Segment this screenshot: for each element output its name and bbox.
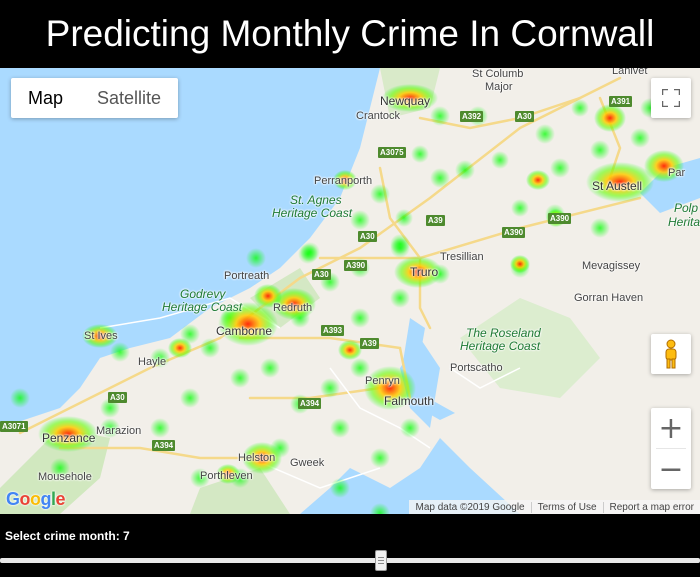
place-label: Gweek [290,457,325,469]
map-attribution: Map data ©2019 Google Terms of Use Repor… [409,500,700,514]
minus-icon: − [658,451,684,487]
road-shield: A390 [502,227,526,238]
map-data-text: Map data ©2019 Google [415,501,525,513]
place-label: Crantock [356,110,401,122]
place-label: Mousehole [38,471,92,483]
place-label: Hayle [138,356,167,368]
map-type-control: Map Satellite [11,78,179,118]
zoom-divider [656,448,686,449]
road-shield: A30 [358,231,377,242]
road-shield: A30 [108,392,127,403]
place-label: St Austell [592,179,643,193]
place-label: Penzance [42,431,96,445]
road-shield: A30 [515,111,534,122]
place-label: Penryn [365,375,400,387]
road-shield: A390 [548,213,572,224]
zoom-out-button[interactable]: − [651,449,691,489]
place-label: Truro [410,265,439,279]
place-label: St Columb [472,68,524,80]
terms-link[interactable]: Terms of Use [530,501,603,513]
place-label: Tresillian [440,251,484,263]
road-shield: A39 [360,338,379,349]
road-shield: A394 [152,440,176,451]
place-label: Polp [674,201,699,215]
road-shield: A39 [426,215,445,226]
google-logo[interactable]: Google [6,489,66,509]
place-label: St Ives [84,330,118,342]
zoom-control: + − [651,408,691,489]
place-label: Portreath [224,270,270,282]
road-shield: A392 [460,111,484,122]
plus-icon: + [658,410,684,446]
zoom-in-button[interactable]: + [651,408,691,448]
month-slider-thumb[interactable] [375,550,387,571]
fullscreen-button[interactable] [651,78,691,118]
month-controls: Select crime month: 7 [0,514,700,577]
place-label: Heritage Coast [460,339,541,353]
place-label: Heritage Coast [162,300,243,314]
place-label: Redruth [273,302,313,314]
place-label: Par [668,167,686,179]
road-shield: A390 [344,260,368,271]
place-label: Mevagissey [582,260,641,272]
road-shield: A391 [609,96,633,107]
pegman-icon [665,339,677,369]
place-label: Marazion [96,425,142,437]
map-base [0,68,700,514]
road-shield: A394 [298,398,322,409]
slider-label: Select crime month: 7 [5,529,130,543]
place-label: Gorran Haven [574,292,644,304]
road-shield: A393 [321,325,345,336]
place-label: Lanivet [612,68,648,77]
place-label: Portscatho [450,362,503,374]
place-label: Porthleven [200,470,253,482]
page-title: Predicting Monthly Crime In Cornwall [0,0,700,68]
road-shield: A30 [312,269,331,280]
place-label: The Roseland [466,326,541,340]
road-shield: A3071 [0,421,28,432]
map-type-satellite-button[interactable]: Satellite [97,87,162,108]
place-label: Helston [238,452,276,464]
month-slider-track[interactable] [0,558,700,563]
place-label: Herita [668,215,700,229]
report-error-link[interactable]: Report a map error [602,501,700,513]
place-label: Camborne [216,324,273,338]
place-label: Heritage Coast [272,206,353,220]
place-label: Newquay [380,94,431,108]
place-label: Falmouth [384,394,435,408]
place-label: St. Agnes [290,193,342,207]
place-label: Perranporth [314,175,373,187]
map-type-map-button[interactable]: Map [28,87,64,108]
place-label: Godrevy [180,287,226,301]
map-canvas[interactable]: St Columb Major Lanivet Newquay Crantock… [0,68,700,514]
street-view-button[interactable] [651,334,691,374]
place-label: Major [485,81,513,93]
fullscreen-icon [662,89,680,107]
road-shield: A3075 [378,147,406,158]
